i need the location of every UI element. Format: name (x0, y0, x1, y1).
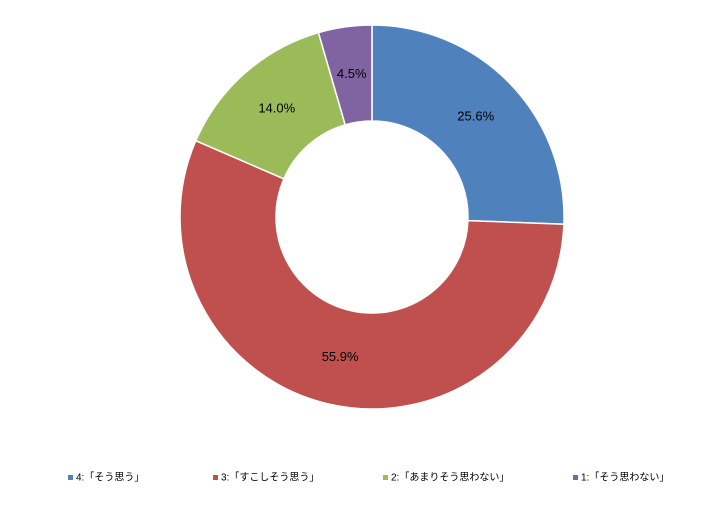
data-label: 25.6% (457, 109, 494, 124)
legend-label: 1:「そう思わない」 (581, 472, 669, 484)
legend-swatch (68, 475, 73, 480)
data-label: 4.5% (337, 66, 367, 81)
data-label: 55.9% (322, 349, 359, 364)
legend-swatch (383, 475, 388, 480)
donut-segment (317, 24, 373, 126)
legend-label: 2:「あまりそう思わない」 (391, 472, 509, 484)
data-label: 14.0% (258, 100, 295, 115)
legend-label: 3:「すこしそう思う」 (221, 472, 319, 484)
donut-segment (371, 24, 565, 226)
legend-label: 4:「そう思う」 (76, 472, 144, 484)
legend-swatch (213, 475, 218, 480)
donut-segment (179, 139, 565, 410)
legend-swatch (573, 475, 578, 480)
